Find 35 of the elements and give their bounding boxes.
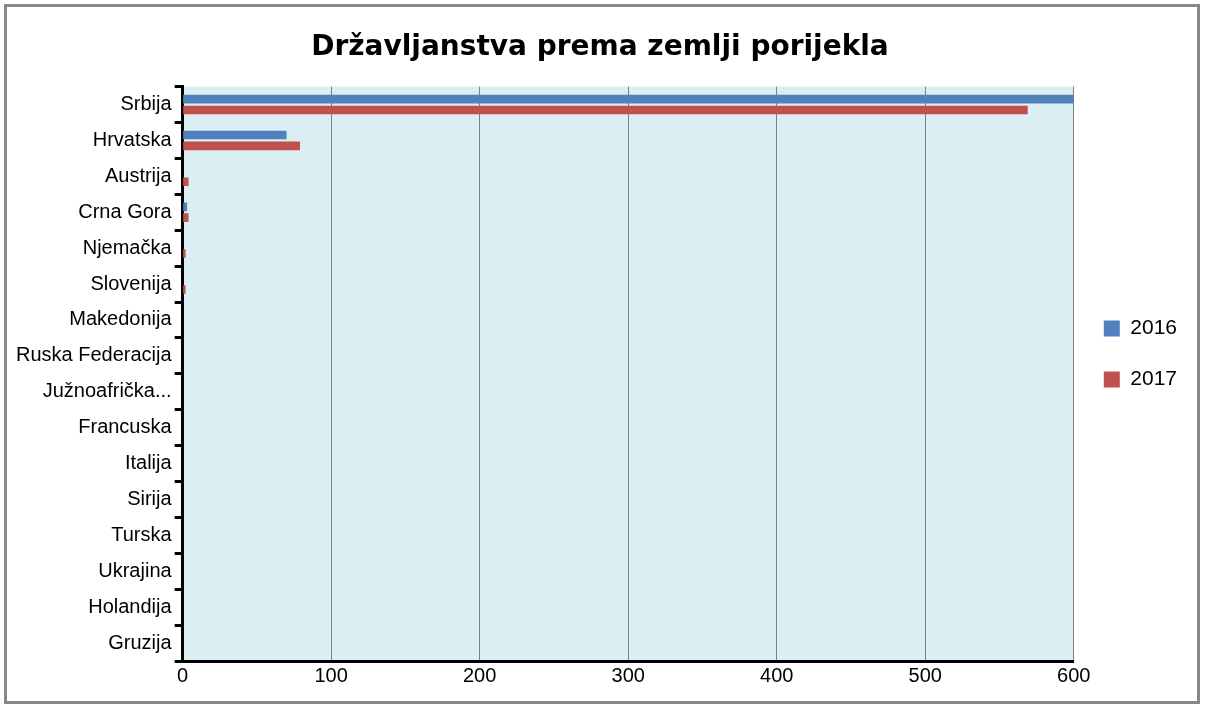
bar <box>183 130 287 140</box>
legend-label: 2016 <box>1130 315 1177 339</box>
y-tick-label: Njemačka <box>82 235 173 258</box>
y-tick-label: Ukrajina <box>98 558 173 581</box>
y-tick-label: Italija <box>124 451 173 474</box>
bar <box>183 202 188 212</box>
y-tick-label: Gruzija <box>108 630 173 653</box>
bar <box>183 105 1028 115</box>
y-tick-label: Turska <box>111 522 173 545</box>
bar <box>183 94 1074 104</box>
chart-title: Državljanstva prema zemlji porijekla <box>311 29 889 63</box>
y-tick-label: Austrija <box>104 163 173 186</box>
y-tick-label: Hrvatska <box>92 127 173 150</box>
y-tick-label: Crna Gora <box>78 199 173 222</box>
y-tick-label: Sirija <box>127 486 173 509</box>
bar <box>183 249 186 258</box>
bar <box>183 285 186 294</box>
x-tick-label: 100 <box>314 663 348 686</box>
y-tick-label: Ruska Federacija <box>16 343 173 366</box>
y-tick-label: Srbija <box>120 92 173 115</box>
y-tick-label: Slovenija <box>90 271 173 294</box>
x-tick-label: 400 <box>760 663 794 686</box>
bar <box>183 177 189 187</box>
x-tick-label: 300 <box>611 663 645 686</box>
bar <box>183 213 189 222</box>
x-tick-label: 600 <box>1057 663 1091 686</box>
bar <box>183 141 300 151</box>
y-tick-label: Holandija <box>88 594 173 617</box>
x-tick-label: 200 <box>462 663 497 686</box>
x-tick-label: 500 <box>908 663 942 686</box>
x-tick-label: 0 <box>177 663 189 686</box>
y-tick-label: Južnoafrička... <box>42 379 172 402</box>
y-tick-label: Francuska <box>78 415 173 438</box>
legend-label: 2017 <box>1130 366 1177 390</box>
y-tick-label: Makedonija <box>69 307 173 330</box>
